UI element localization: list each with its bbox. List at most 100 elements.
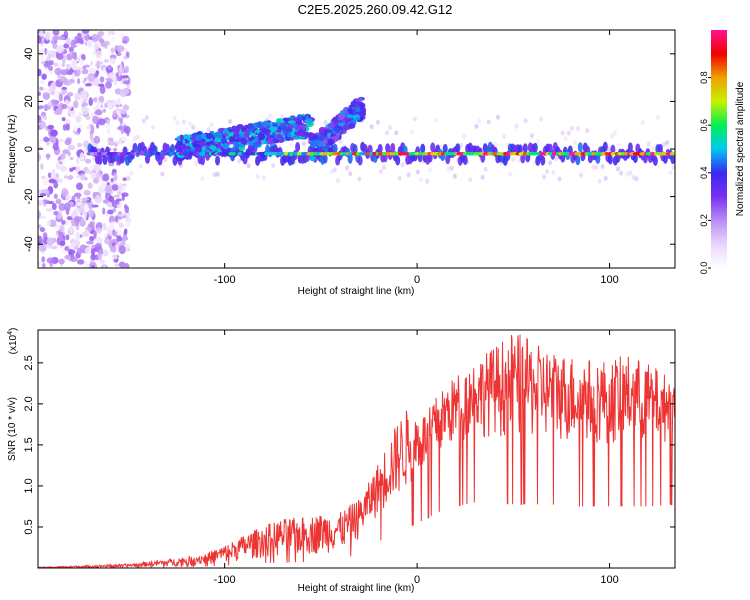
y-tick-label: 0.5 (23, 519, 35, 534)
heatmap-noise-cell (74, 231, 81, 241)
heatmap-carrier-halo (540, 155, 546, 166)
heatmap-noise-cell (47, 172, 52, 179)
heatmap-noise-cell (113, 76, 118, 86)
heatmap-carrier-halo (102, 154, 108, 165)
snr-panel: -100 0 100 0.5 1.0 1.5 2.0 2.5 Height of strai… (7, 328, 676, 594)
heatmap-carrier-cell (610, 151, 617, 156)
heatmap-haze-cell (446, 166, 451, 172)
colorbar: 0.0 0.2 0.4 0.6 0.8 Normalized spectral ampl… (699, 30, 746, 274)
x-tick-label: -100 (214, 574, 236, 586)
heatmap-carrier-cell (178, 151, 185, 156)
heatmap-arc-cell (250, 136, 255, 140)
heatmap-noise-cell (89, 112, 95, 118)
heatmap-noise-cell (58, 76, 67, 83)
heatmap-carrier-cell (195, 151, 201, 156)
heatmap-noise-cell (74, 239, 80, 248)
heatmap-arc-cell (195, 134, 202, 141)
heatmap-noise-cell (46, 153, 50, 161)
heatmap-noise-cell (49, 84, 53, 93)
heatmap-noise-cell (92, 164, 101, 172)
heatmap-haze-cell (609, 133, 614, 139)
heatmap-noise-cell (65, 123, 70, 131)
heatmap-carrier-cell (670, 151, 675, 156)
heatmap-arc-cell (310, 139, 319, 146)
heatmap-haze-cell (523, 118, 528, 124)
snr-y-ticks: 0.5 1.0 1.5 2.0 2.5 (23, 355, 675, 535)
heatmap-noise-cell (52, 142, 59, 151)
heatmap-noise-cell (92, 115, 99, 125)
heatmap-noise-cell (38, 261, 41, 267)
heatmap-noise-cell (88, 201, 94, 210)
heatmap-noise-cell (75, 43, 82, 47)
heatmap-arc-cell (214, 132, 223, 137)
heatmap-noise-cell (83, 140, 88, 146)
heatmap-haze-cell (425, 178, 430, 184)
heatmap-noise-cell (76, 201, 82, 206)
heatmap-noise-cell (38, 243, 46, 252)
heatmap-carrier-halo (420, 143, 426, 154)
heatmap-noise-cell (53, 193, 58, 199)
heatmap-haze-cell (409, 129, 414, 135)
heatmap-arc-cell (256, 128, 260, 134)
heatmap-haze-cell (385, 130, 390, 136)
heatmap-noise-cell (98, 118, 106, 126)
heatmap-noise-cell (107, 64, 112, 71)
heatmap-noise-cell (106, 103, 113, 108)
heatmap-noise-cell (81, 68, 89, 75)
heatmap-noise-cell (81, 30, 90, 34)
heatmap-arc-cell (180, 134, 184, 142)
heatmap-arc-cell (332, 116, 338, 123)
heatmap-haze-cell (486, 119, 491, 125)
heatmap-noise-cell (116, 203, 122, 208)
heatmap-haze-cell (668, 170, 673, 176)
heatmap-noise-cell (77, 127, 81, 134)
heatmap-arc-cell (223, 133, 229, 137)
heatmap-noise-cell (47, 65, 54, 71)
heatmap-noise-cell (123, 228, 128, 235)
heatmap-noise-cell (123, 204, 128, 210)
heatmap-noise-cell (70, 113, 78, 119)
heatmap-noise-cell (44, 137, 51, 142)
heatmap-noise-cell (107, 209, 114, 215)
heatmap-noise-cell (38, 36, 42, 44)
heatmap-haze-cell (378, 168, 383, 174)
heatmap-arc-cell (271, 132, 277, 137)
heatmap-carrier-halo (522, 143, 528, 154)
heatmap-carrier-cell (551, 151, 558, 156)
heatmap-noise-cell (48, 178, 56, 184)
heatmap-noise-cell (39, 227, 46, 233)
heatmap-noise-cell (66, 216, 73, 221)
heatmap-noise-cell (84, 246, 92, 255)
heatmap-carrier-cell (381, 151, 388, 156)
heatmap-noise-cell (119, 108, 127, 115)
heatmap-carrier-halo (627, 142, 633, 153)
heatmap-haze-cell (335, 178, 340, 184)
heatmap-arc-cell (275, 133, 283, 139)
heatmap-noise-cell (38, 154, 42, 162)
heatmap-haze-cell (554, 156, 559, 162)
heatmap-carrier-halo (607, 154, 613, 165)
heatmap-haze-cell (511, 157, 516, 163)
heatmap-arc-cell (182, 144, 187, 150)
heatmap-noise-cell (111, 36, 115, 43)
heatmap-carrier-cell (173, 151, 177, 156)
svg-text:(x104): (x104) (7, 328, 19, 355)
heatmap-noise-cell (68, 249, 76, 255)
heatmap-haze-cell (495, 114, 500, 120)
heatmap-arc-cell (286, 132, 292, 138)
colorbar-ticks: 0.0 0.2 0.4 0.6 0.8 (699, 71, 711, 274)
heatmap-haze-cell (191, 124, 196, 130)
heatmap-haze-cell (529, 133, 534, 139)
heatmap-noise-cell (74, 92, 81, 101)
heatmap-noise-cell (96, 98, 100, 108)
heatmap-noise-cell (102, 249, 109, 257)
heatmap-noise-cell (46, 219, 51, 227)
heatmap-noise-cell (95, 61, 101, 69)
heatmap-noise-cell (115, 198, 122, 202)
heatmap-haze-cell (212, 172, 217, 178)
heatmap-noise-cell (88, 97, 93, 107)
heatmap-carrier-cell (168, 151, 175, 156)
heatmap-noise-cell (41, 263, 46, 268)
heatmap-noise-cell (120, 127, 125, 135)
heatmap-noise-cell (53, 181, 59, 189)
